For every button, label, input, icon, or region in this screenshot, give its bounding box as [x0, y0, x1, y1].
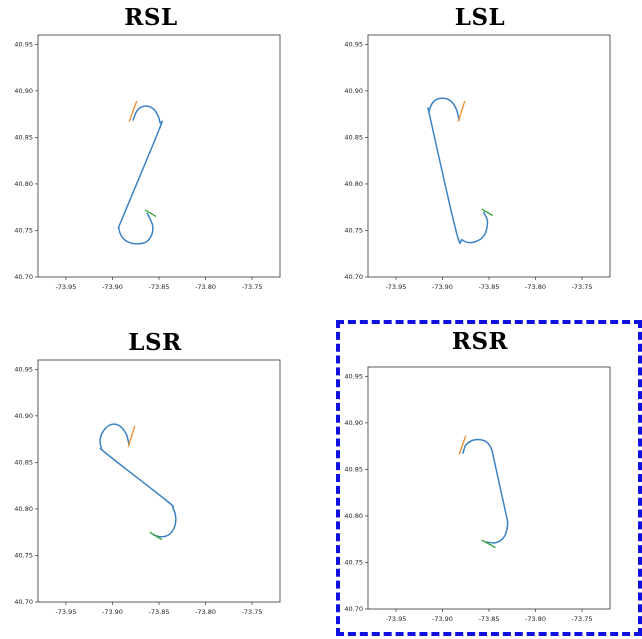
start-heading-line	[457, 100, 466, 122]
x-tick-label: -73.80	[195, 608, 216, 616]
dubins-path-line	[99, 423, 177, 538]
x-tick-label: -73.75	[242, 283, 263, 291]
y-tick-label: 40.75	[14, 552, 33, 560]
y-tick-label: 40.90	[344, 87, 363, 95]
panel-lsr: LSR -73.95 -73.90 -73.85 -73.80 -73.75 40.70 4…	[0, 325, 300, 625]
x-tick-label: -73.75	[242, 608, 263, 616]
x-tick-label: -73.80	[195, 283, 216, 291]
x-tick-label: -73.85	[479, 283, 500, 291]
y-tick-label: 40.70	[344, 273, 363, 281]
x-tick-label: -73.80	[525, 615, 546, 623]
x-tick-label: -73.75	[572, 283, 593, 291]
highlight-box	[336, 320, 642, 636]
chart-title: LSL	[454, 4, 506, 31]
chart-title: RSR	[451, 328, 509, 355]
y-tick-label: 40.95	[344, 373, 363, 381]
x-tick-label: -73.90	[432, 283, 453, 291]
panel-rsl: RSL -73.95 -73.90 -73.85 -73.80 -73.75 40.70 4…	[0, 0, 300, 300]
y-tick-label: 40.75	[14, 227, 33, 235]
y-tick-label: 40.75	[344, 227, 363, 235]
x-tick-label: -73.85	[479, 615, 500, 623]
x-tick-label: -73.95	[385, 283, 406, 291]
panel-rsr: RSR -73.95 -73.90 -73.85 -73.80 -73.75 40.70 4…	[330, 328, 630, 630]
y-tick-label: 40.70	[344, 605, 363, 613]
start-heading-line	[458, 435, 467, 455]
y-tick-label: 40.75	[344, 559, 363, 567]
y-tick-label: 40.95	[344, 41, 363, 49]
y-tick-label: 40.80	[14, 505, 33, 513]
y-tick-label: 40.90	[344, 419, 363, 427]
chart-plot: -73.95 -73.90 -73.85 -73.80 -73.75 40.70 40.75…	[344, 34, 611, 291]
x-tick-label: -73.90	[432, 615, 453, 623]
chart-plot: -73.95 -73.90 -73.85 -73.80 -73.75 40.70 40.75…	[14, 359, 281, 616]
y-tick-label: 40.85	[344, 134, 363, 142]
chart-plot: -73.95 -73.90 -73.85 -73.80 -73.75 40.70 40.75…	[344, 366, 611, 623]
chart-title: LSR	[128, 329, 182, 356]
start-heading-line	[127, 425, 136, 447]
y-tick-label: 40.70	[14, 273, 33, 281]
y-tick-label: 40.80	[344, 512, 363, 520]
x-tick-label: -73.85	[149, 283, 170, 291]
x-tick-label: -73.75	[572, 615, 593, 623]
x-tick-label: -73.90	[102, 608, 123, 616]
plot-frame	[37, 359, 281, 603]
y-tick-label: 40.85	[344, 466, 363, 474]
x-tick-label: -73.80	[525, 283, 546, 291]
start-heading-line	[128, 100, 138, 122]
plot-frame	[367, 366, 611, 610]
y-tick-label: 40.90	[14, 87, 33, 95]
x-tick-label: -73.85	[149, 608, 170, 616]
x-tick-label: -73.95	[55, 283, 76, 291]
goal-heading-line	[481, 208, 494, 217]
y-tick-label: 40.90	[14, 412, 33, 420]
y-tick-label: 40.85	[14, 459, 33, 467]
chart-plot: -73.95 -73.90 -73.85 -73.80 -73.75 40.70 40.75…	[14, 34, 281, 291]
y-tick-label: 40.85	[14, 134, 33, 142]
plot-frame	[37, 34, 281, 278]
y-tick-label: 40.95	[14, 41, 33, 49]
x-tick-label: -73.95	[385, 615, 406, 623]
y-tick-label: 40.70	[14, 598, 33, 606]
x-tick-label: -73.95	[55, 608, 76, 616]
y-tick-label: 40.95	[14, 366, 33, 374]
dubins-path-line	[427, 97, 489, 244]
panel-lsl: LSL -73.95 -73.90 -73.85 -73.80 -73.75 40.70 4…	[330, 0, 630, 300]
y-tick-label: 40.80	[14, 180, 33, 188]
goal-heading-line	[144, 209, 157, 218]
y-tick-label: 40.80	[344, 180, 363, 188]
plot-frame	[367, 34, 611, 278]
dubins-path-line	[117, 105, 163, 245]
goal-heading-line	[149, 531, 163, 541]
chart-title: RSL	[124, 4, 178, 31]
x-tick-label: -73.90	[102, 283, 123, 291]
goal-heading-line	[481, 539, 496, 549]
dubins-path-line	[462, 438, 509, 544]
